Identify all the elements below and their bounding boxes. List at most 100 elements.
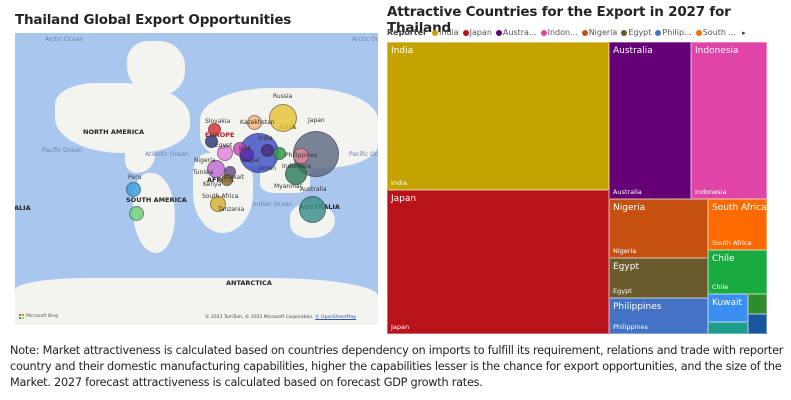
tile-egypt[interactable]: Egypt Egypt — [609, 258, 708, 298]
tile-sublabel: Nigeria — [613, 247, 637, 255]
legend-item-australia[interactable]: Austra... — [495, 28, 537, 37]
tile-label: India — [391, 46, 414, 56]
label-tunisia: Tunisia — [193, 169, 214, 176]
tile-chile[interactable]: Chile Chile — [708, 250, 767, 294]
bubble-green-se[interactable] — [273, 147, 286, 160]
label-south-america: SOUTH AMERICA — [126, 196, 187, 204]
tile-sublabel: Egypt — [613, 287, 632, 295]
legend-item-egypt[interactable]: Egypt — [621, 28, 651, 37]
tile-label: Chile — [712, 254, 735, 264]
tile-sublabel: Australia — [613, 188, 642, 196]
label-egypt: Egypt — [215, 142, 233, 149]
label-nepal: Nepal — [242, 157, 260, 164]
tile-nigeria[interactable]: Nigeria Nigeria — [609, 199, 708, 258]
tile-south-africa[interactable]: South Africa South Africa — [708, 199, 767, 250]
legend-item-nigeria[interactable]: Nigeria — [581, 28, 617, 37]
tile-sublabel: Indonesia — [695, 188, 727, 196]
label-arctic-ocean-left: Arctic Ocean — [45, 36, 84, 43]
legend-dot-icon — [431, 29, 438, 36]
land-north-america — [55, 83, 190, 153]
label-philippines: Philippines — [285, 152, 318, 159]
tile-kuwait[interactable]: Kuwait — [708, 294, 748, 322]
label-kenya: Kenya — [203, 181, 222, 188]
tile-unlabeled-darkblue[interactable] — [748, 314, 767, 334]
label-pacific-ocean-right: Pacific Ocean — [349, 151, 378, 158]
label-myanmar: Myanmar — [274, 183, 303, 190]
label-atlantic-ocean: Atlantic Ocean — [145, 151, 189, 158]
label-indian-ocean: Indian Ocean — [253, 201, 293, 208]
bubble-nepal[interactable] — [240, 148, 254, 162]
tile-sublabel: Philippines — [613, 323, 649, 331]
bubble-thailand-dark[interactable] — [261, 144, 274, 157]
tile-label: South Africa — [712, 203, 767, 213]
label-kazakhstan: Kazakhstan — [240, 119, 275, 126]
tile-india[interactable]: India India — [387, 42, 609, 190]
legend-next-arrow-icon[interactable]: ▸ — [742, 28, 746, 37]
legend-item-indonesia[interactable]: Indon... — [540, 28, 578, 37]
label-north-america: NORTH AMERICA — [83, 128, 144, 136]
tile-unlabeled-teal[interactable] — [708, 322, 748, 334]
tile-label: Philippines — [613, 302, 662, 312]
legend-dot-icon — [581, 29, 588, 36]
bubble-myanmar[interactable] — [285, 163, 307, 185]
bubble-nigeria[interactable] — [217, 145, 233, 161]
tile-label: Indonesia — [695, 46, 739, 56]
bing-logo-text: Microsoft Bing — [26, 314, 58, 319]
tile-label: Nigeria — [613, 203, 646, 213]
label-japan: Japan — [308, 117, 325, 124]
tile-australia[interactable]: Australia Australia — [609, 42, 691, 199]
attribution-text: © 2023 TomTom, © 2023 Microsoft Corporat… — [205, 315, 314, 320]
bubble-peru[interactable] — [126, 182, 141, 197]
bubble-australia[interactable] — [299, 196, 326, 223]
label-russia: Russia — [273, 93, 293, 100]
label-uae: UAE — [239, 145, 252, 152]
legend-title: Reporter — [387, 28, 427, 37]
treemap-legend: Reporter India Japan Austra... Indon... … — [387, 28, 746, 37]
legend-item-south-africa[interactable]: South ... — [695, 28, 736, 37]
bubble-map[interactable]: Arctic Ocean Arctic Ocean NORTH AMERICA … — [15, 33, 378, 325]
legend-dot-icon — [655, 29, 662, 36]
legend-dot-icon — [495, 29, 502, 36]
label-antarctica: ANTARCTICA — [226, 279, 272, 287]
label-tanzania: Tanzania — [218, 206, 245, 213]
bubble-chile[interactable] — [129, 206, 144, 221]
label-nigeria: Nigeria — [194, 157, 216, 164]
label-kuwait: Kuwait — [224, 174, 245, 181]
footnote: Note: Market attractiveness is calculate… — [10, 344, 784, 389]
label-africa: AFRICA — [207, 176, 234, 184]
tile-philippines[interactable]: Philippines Philippines — [609, 298, 708, 334]
tile-label: Egypt — [613, 262, 639, 272]
openstreetmap-link[interactable]: © OpenStreetMap — [315, 315, 357, 320]
bubble-india[interactable] — [247, 115, 262, 130]
microsoft-logo-icon — [19, 314, 24, 319]
tile-sublabel: South Africa — [712, 239, 752, 247]
tile-japan[interactable]: Japan Japan — [387, 190, 609, 334]
land-antarctica — [15, 278, 378, 325]
label-europe: EUROPE — [205, 131, 235, 139]
tile-label: Kuwait — [712, 298, 743, 308]
map-attribution: © 2023 TomTom, © 2023 Microsoft Corporat… — [205, 315, 356, 320]
bubble-europe[interactable] — [208, 123, 221, 136]
label-slovakia: Slovakia — [205, 118, 231, 125]
treemap-chart: India India Japan Japan Australia Austra… — [387, 42, 767, 334]
bubble-south-africa[interactable] — [221, 174, 233, 186]
legend-item-philippines[interactable]: Philip... — [655, 28, 692, 37]
bubble-indonesia[interactable] — [293, 148, 309, 164]
label-oman: Oman — [258, 165, 277, 172]
tile-sublabel: Japan — [391, 323, 410, 331]
tile-label: Japan — [391, 194, 417, 204]
label-arctic-ocean-right: Arctic Ocean — [352, 36, 378, 43]
label-peru: Peru — [128, 174, 142, 181]
bubble-tanzania[interactable] — [210, 196, 226, 212]
tile-indonesia[interactable]: Indonesia Indonesia — [691, 42, 767, 199]
bubble-russia[interactable] — [269, 104, 297, 132]
legend-item-japan[interactable]: Japan — [462, 28, 492, 37]
tile-unlabeled-green[interactable] — [748, 294, 767, 314]
legend-dot-icon — [462, 29, 469, 36]
label-india: India — [258, 135, 273, 142]
label-australia-country: Australia — [300, 186, 327, 193]
map-title: Thailand Global Export Opportunities — [15, 12, 292, 28]
label-south-africa: South Africa — [202, 193, 239, 200]
legend-item-india[interactable]: India — [431, 28, 459, 37]
tile-label: Australia — [613, 46, 653, 56]
